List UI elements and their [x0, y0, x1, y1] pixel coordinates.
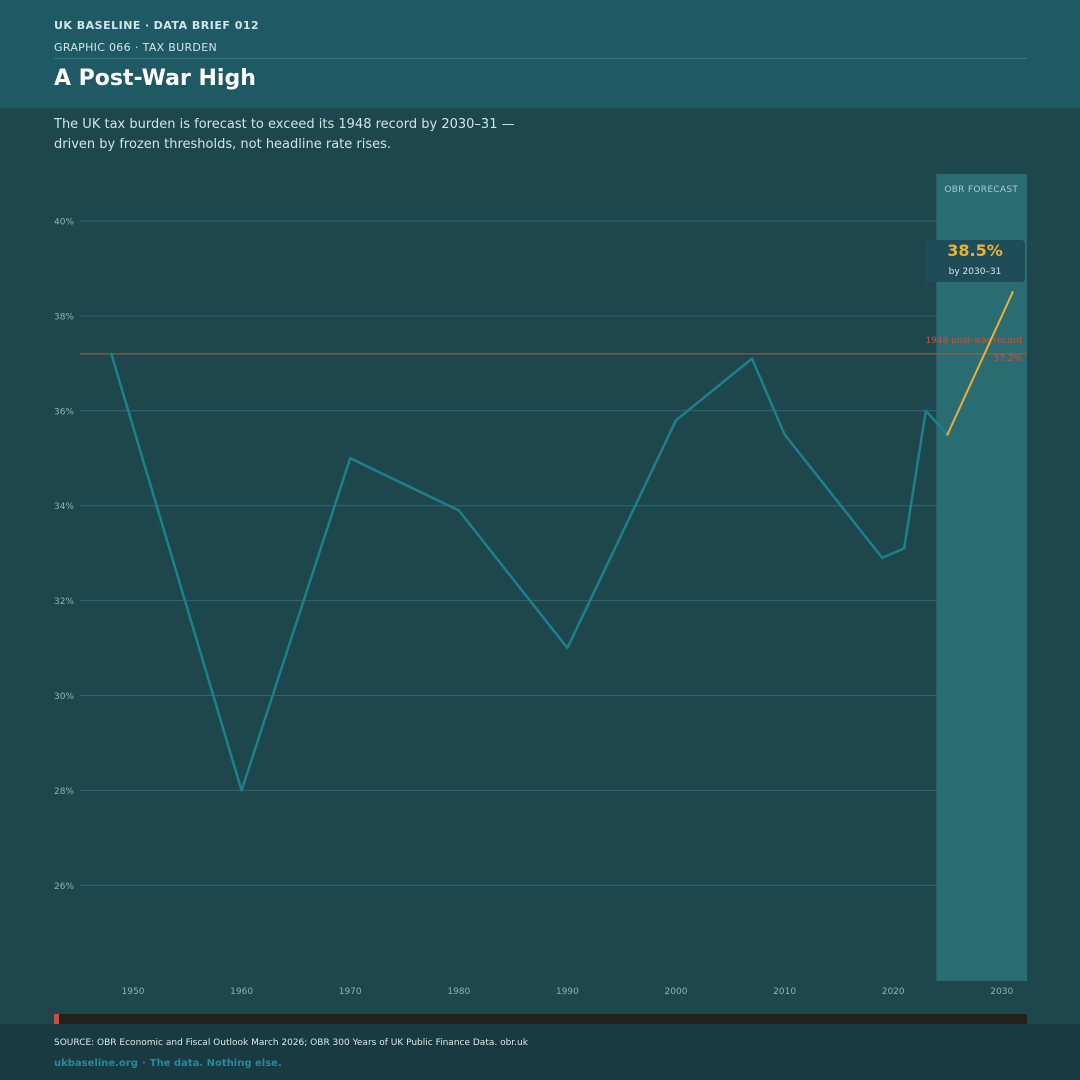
- data-point: [240, 789, 243, 792]
- separator-dot: ·: [134, 41, 139, 54]
- reference-line-value: 37.2%: [993, 354, 1022, 364]
- line-chart: OBR FORECAST 26% 28% 30% 32% 34% 36% 38% 40% 1950…: [54, 174, 1027, 997]
- graphic-label: GRAPHIC 066 · TAX BURDEN: [54, 41, 217, 54]
- forecast-band: [936, 174, 1027, 981]
- series-line-1: [110, 353, 949, 792]
- data-point: [902, 547, 906, 550]
- y-tick-label: 30%: [54, 692, 74, 702]
- graphic-number: GRAPHIC 066: [54, 41, 131, 54]
- header-band: UK BASELINE · DATA BRIEF 012 GRAPHIC 066 · T…: [0, 0, 1080, 108]
- callout-label: by 2030–31: [949, 267, 1002, 277]
- footer-brand: ukbaseline.org · The data. Nothing else.: [54, 1058, 282, 1069]
- data-point: [110, 352, 113, 356]
- y-tick-label: 28%: [54, 787, 74, 797]
- brief-number: DATA BRIEF 012: [153, 19, 260, 32]
- callout-value: 38.5%: [947, 241, 1003, 260]
- x-tick-label: 2000: [665, 987, 688, 997]
- x-tick-label: 1960: [230, 987, 253, 997]
- y-tick-label: 38%: [54, 312, 74, 322]
- data-point: [1011, 290, 1014, 294]
- data-point: [750, 357, 754, 360]
- y-tick-label: 36%: [54, 407, 74, 417]
- data-point: [946, 433, 949, 436]
- reference-line-label: 1948 post-war record: [925, 336, 1022, 346]
- data-point: [566, 646, 569, 650]
- footer: SOURCE: OBR Economic and Fiscal Outlook …: [0, 1024, 1080, 1080]
- y-tick-label: 32%: [54, 597, 74, 607]
- series-label: UK BASELINE · DATA BRIEF 012: [54, 19, 259, 32]
- x-tick-label: 1950: [122, 987, 145, 997]
- data-point: [457, 509, 460, 512]
- x-tick-label: 2010: [773, 987, 796, 997]
- y-tick-label: 34%: [54, 502, 74, 512]
- x-tick-label: 1990: [556, 987, 579, 997]
- site-link[interactable]: ukbaseline.org: [54, 1058, 138, 1069]
- topic-label: TAX BURDEN: [142, 41, 217, 54]
- separator-dot: ·: [144, 19, 150, 32]
- separator-dot: ·: [141, 1058, 146, 1069]
- x-tick-label: 1970: [339, 987, 362, 997]
- data-point: [881, 556, 884, 560]
- progress-bar: [54, 1014, 1027, 1024]
- header-divider: [54, 58, 1027, 59]
- y-tick-label: 40%: [54, 218, 74, 228]
- x-tick-label: 2020: [882, 987, 905, 997]
- chart-subtitle: The UK tax burden is forecast to exceed …: [54, 117, 515, 152]
- progress-fill: [54, 1014, 59, 1024]
- series-line-2: [946, 291, 1014, 435]
- x-tick-label: 1980: [447, 987, 470, 997]
- page-title: A Post-War High: [54, 66, 256, 91]
- forecast-band-label: OBR FORECAST: [944, 185, 1018, 195]
- data-point: [349, 457, 352, 460]
- data-point: [674, 419, 678, 422]
- x-tick-label: 2030: [990, 987, 1013, 997]
- tagline: The data. Nothing else.: [149, 1058, 282, 1069]
- data-point: [924, 409, 927, 412]
- series-name: UK BASELINE: [54, 19, 141, 32]
- data-point: [783, 433, 786, 436]
- source-note: SOURCE: OBR Economic and Fiscal Outlook …: [54, 1038, 528, 1048]
- callout-box: [925, 240, 1025, 282]
- y-tick-label: 26%: [54, 882, 74, 892]
